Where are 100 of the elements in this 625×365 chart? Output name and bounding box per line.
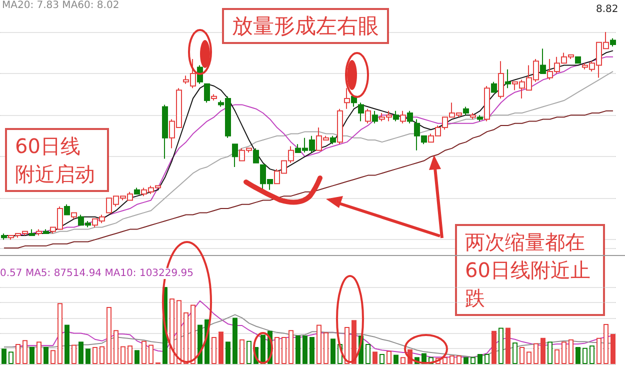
bar xyxy=(36,342,42,364)
candlestick xyxy=(29,228,35,236)
candlestick xyxy=(36,228,42,236)
annotation: 两次缩量都在60日线附近止跌 xyxy=(455,224,605,316)
candlestick xyxy=(498,60,504,99)
bar xyxy=(134,350,140,364)
bar xyxy=(394,354,398,364)
bar xyxy=(610,334,616,364)
bar xyxy=(58,303,62,364)
bar xyxy=(344,327,350,364)
bar xyxy=(190,304,196,364)
bar xyxy=(78,342,84,364)
bar xyxy=(330,338,336,364)
bar xyxy=(72,344,76,364)
bar xyxy=(582,348,588,364)
bar xyxy=(8,352,14,364)
bar xyxy=(506,328,510,364)
bar xyxy=(366,344,370,364)
bar xyxy=(296,336,300,364)
candlestick xyxy=(204,83,210,104)
bar xyxy=(478,354,482,364)
bar xyxy=(604,324,608,364)
bar xyxy=(148,344,154,364)
bar xyxy=(590,346,594,364)
candlestick xyxy=(470,112,476,120)
bar xyxy=(534,343,538,364)
bar xyxy=(484,354,490,364)
bar xyxy=(120,346,126,364)
bar xyxy=(184,312,188,364)
bar xyxy=(176,300,182,364)
bar xyxy=(86,348,90,364)
bar xyxy=(288,330,294,364)
candlestick xyxy=(463,106,469,116)
candlestick xyxy=(232,144,238,168)
bar xyxy=(456,356,462,364)
candlestick xyxy=(491,81,497,93)
annotation: 放量形成左右眼 xyxy=(222,8,389,44)
bar xyxy=(512,342,518,364)
bar xyxy=(16,344,20,364)
bar xyxy=(246,340,252,364)
candlestick xyxy=(71,212,77,220)
candlestick xyxy=(330,135,336,145)
bar xyxy=(372,352,378,364)
bar xyxy=(554,349,560,364)
bar xyxy=(100,346,104,364)
bar xyxy=(212,337,216,364)
bar xyxy=(2,348,6,364)
bar xyxy=(492,330,496,364)
bar xyxy=(50,350,56,364)
bar xyxy=(170,298,174,364)
bar xyxy=(548,342,552,364)
bar xyxy=(30,347,34,364)
annotation: 60日线附近启动 xyxy=(5,128,109,192)
bar xyxy=(450,356,454,364)
candlestick xyxy=(575,56,581,64)
candlestick xyxy=(372,110,378,124)
candlestick xyxy=(64,204,70,216)
text: MA20: 7.83 MA60: 8.02 xyxy=(2,0,120,11)
bar xyxy=(442,357,448,364)
candlestick xyxy=(505,68,511,89)
candlestick xyxy=(407,110,413,124)
bar xyxy=(92,347,98,364)
bar xyxy=(226,342,230,364)
bar xyxy=(44,347,48,364)
bar xyxy=(22,340,28,364)
candlestick xyxy=(43,228,49,234)
candlestick xyxy=(540,48,546,74)
bar xyxy=(562,342,566,364)
bar xyxy=(386,350,392,364)
bar xyxy=(576,347,580,364)
bar xyxy=(464,357,468,364)
text: 8.82 xyxy=(596,4,618,15)
candlestick xyxy=(211,94,217,102)
bar xyxy=(128,346,132,364)
candlestick xyxy=(484,86,490,122)
candlestick xyxy=(393,110,399,122)
bar xyxy=(142,340,146,364)
candlestick xyxy=(337,108,343,145)
bar xyxy=(218,332,224,364)
bar xyxy=(498,328,504,364)
candlestick xyxy=(365,108,371,124)
bar xyxy=(106,307,112,364)
candlestick xyxy=(610,38,616,48)
bar xyxy=(352,320,356,364)
candlestick xyxy=(253,148,259,164)
candlestick xyxy=(477,114,483,122)
bar xyxy=(540,338,546,364)
bar xyxy=(520,347,524,364)
bar xyxy=(526,352,532,364)
bar xyxy=(596,338,602,364)
candlestick xyxy=(162,104,168,160)
bar xyxy=(324,332,328,364)
bar xyxy=(310,337,314,364)
candlestick xyxy=(358,102,364,122)
bar xyxy=(114,330,118,364)
candlestick xyxy=(344,88,350,110)
candlestick xyxy=(134,187,140,194)
bar xyxy=(316,324,322,364)
candlestick xyxy=(1,232,7,240)
bar xyxy=(232,318,238,364)
